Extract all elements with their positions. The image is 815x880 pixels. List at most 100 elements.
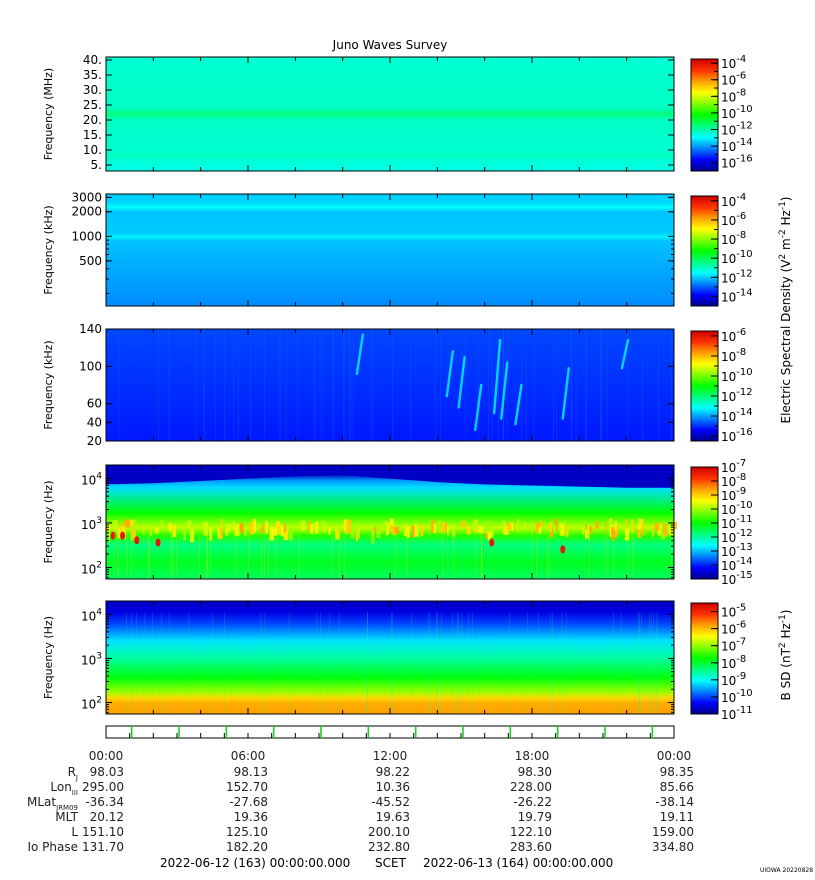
emission-patch bbox=[117, 527, 121, 539]
colorbar-tick-label: 10-12 bbox=[721, 268, 753, 285]
emission-patch bbox=[433, 523, 437, 533]
emission-patch bbox=[510, 521, 512, 531]
emission-patch bbox=[386, 522, 390, 535]
ephemeris-value: 85.66 bbox=[660, 780, 694, 794]
y-tick-label: 104 bbox=[81, 471, 102, 487]
ephemeris-value: 182.20 bbox=[226, 840, 268, 854]
colorbar-tick-label: 10-8 bbox=[721, 87, 746, 104]
emission-patch bbox=[668, 527, 674, 536]
colorbar-tick-label: 10-14 bbox=[721, 137, 753, 154]
y-tick-label: 102 bbox=[81, 696, 102, 712]
emission-patch bbox=[437, 520, 442, 533]
emission-patch bbox=[431, 519, 435, 534]
emission-patch bbox=[535, 522, 541, 533]
colorbar-tick-label: 10-16 bbox=[721, 427, 753, 444]
y-tick-label: 40 bbox=[87, 415, 102, 429]
colorbar-tick-label: 10-10 bbox=[721, 500, 753, 517]
emission-patch bbox=[108, 529, 110, 543]
colorbar-tick-label: 10-8 bbox=[721, 654, 746, 671]
ephemeris-value: 20.12 bbox=[90, 810, 124, 824]
emission-patch bbox=[275, 521, 281, 535]
ephemeris-value: 98.03 bbox=[90, 765, 124, 779]
colorbar-tick-label: 10-11 bbox=[721, 705, 753, 722]
emission-patch bbox=[582, 527, 585, 535]
emission-patch bbox=[531, 521, 533, 533]
magnetic-colorbar-title: B SD (nT2 Hz-1) bbox=[778, 610, 793, 701]
ephemeris-value: 152.70 bbox=[226, 780, 268, 794]
ephemeris-value: 19.36 bbox=[234, 810, 268, 824]
colorbar-tick-label: 10-14 bbox=[721, 407, 753, 424]
emission-patch bbox=[625, 519, 628, 526]
emission-patch bbox=[631, 519, 634, 533]
emission-patch bbox=[358, 529, 360, 539]
spectrogram-background bbox=[106, 329, 674, 441]
colorbar-tick-label: 10-6 bbox=[721, 211, 746, 228]
intense-spot bbox=[120, 531, 126, 540]
emission-patch bbox=[250, 522, 254, 535]
emission-patch bbox=[390, 524, 394, 533]
emission-patch bbox=[314, 521, 319, 534]
y-tick-label: 20 bbox=[87, 434, 102, 448]
emission-patch bbox=[374, 526, 377, 533]
y-tick-label: 2000 bbox=[71, 205, 102, 219]
emission-burst bbox=[355, 333, 365, 375]
ephemeris-value: -27.68 bbox=[229, 795, 268, 809]
emission-patch bbox=[289, 527, 294, 541]
ephemeris-table: 00:00 06:00 12:00 18:00 00:00 RJ 98.03 98.13 98.… bbox=[27, 749, 694, 854]
y-tick-label: 100 bbox=[79, 359, 102, 373]
emission-patch bbox=[350, 524, 355, 539]
ephemeris-value: 159.00 bbox=[652, 825, 694, 839]
spectrogram-panels: 5.10.15.20.25.30.35.40. Frequency (MHz) 50… bbox=[42, 53, 677, 715]
ephemeris-value: 98.22 bbox=[376, 765, 410, 779]
y-tick-label: 40. bbox=[83, 53, 102, 67]
spectrogram-background bbox=[106, 57, 674, 171]
emission-patch bbox=[549, 522, 552, 532]
emission-patch bbox=[346, 519, 352, 534]
intense-spot bbox=[134, 536, 140, 545]
ephemeris-value: -45.52 bbox=[371, 795, 410, 809]
y-tick-label: 1000 bbox=[71, 229, 102, 243]
emission-patch bbox=[249, 526, 251, 533]
emission-burst bbox=[500, 361, 509, 420]
y-tick-label: 15. bbox=[83, 128, 102, 142]
emission-patch bbox=[335, 529, 340, 540]
emission-patch bbox=[565, 525, 569, 537]
electric-spectral-density-label: Electric Spectral Density (V2 m-2 Hz-1) bbox=[778, 196, 793, 423]
start-time: 2022-06-12 (163) 00:00:00.000 bbox=[160, 856, 350, 870]
emission-patch bbox=[394, 526, 399, 534]
emission-patch bbox=[538, 527, 542, 534]
emission-patch bbox=[187, 520, 192, 527]
emission-patch bbox=[550, 529, 554, 538]
ephemeris-label: MLatJRM09 bbox=[27, 795, 78, 812]
colorbar-tick-label: 10-11 bbox=[721, 514, 753, 531]
emission-burst bbox=[457, 355, 466, 409]
colorbar-tick-label: 10-7 bbox=[721, 637, 746, 654]
panel-4: 102 103 104 Frequency (Hz) bbox=[42, 464, 677, 580]
emission-patch bbox=[383, 520, 389, 532]
y-tick-label: 35. bbox=[83, 68, 102, 82]
ephemeris-value: 19.11 bbox=[660, 810, 694, 824]
emission-patch bbox=[487, 527, 492, 541]
emission-patch bbox=[190, 529, 195, 543]
y-tick-label: 102 bbox=[81, 560, 102, 576]
emission-patch bbox=[160, 519, 163, 527]
intense-spot bbox=[560, 545, 566, 554]
emission-patch bbox=[345, 524, 347, 535]
emission-patch bbox=[403, 524, 408, 537]
emission-patch bbox=[260, 527, 262, 534]
end-time: 2022-06-13 (164) 00:00:00.000 bbox=[423, 856, 613, 870]
emission-patch bbox=[445, 522, 447, 532]
colorbar-tick-label: 10-8 bbox=[721, 230, 746, 247]
emission-patch bbox=[554, 525, 556, 535]
y-axis-label: Frequency (kHz) bbox=[42, 205, 55, 294]
colorbar-tick-label: 10-10 bbox=[721, 367, 753, 384]
emission-patch bbox=[483, 527, 489, 534]
emission-patch bbox=[269, 526, 274, 541]
emission-patch bbox=[133, 528, 136, 539]
emission-patch bbox=[355, 527, 359, 541]
emission-patch bbox=[309, 524, 314, 534]
emission-patch bbox=[203, 521, 209, 536]
emission-patch bbox=[447, 525, 449, 536]
emission-patch bbox=[150, 527, 152, 536]
emission-patch bbox=[420, 524, 424, 536]
